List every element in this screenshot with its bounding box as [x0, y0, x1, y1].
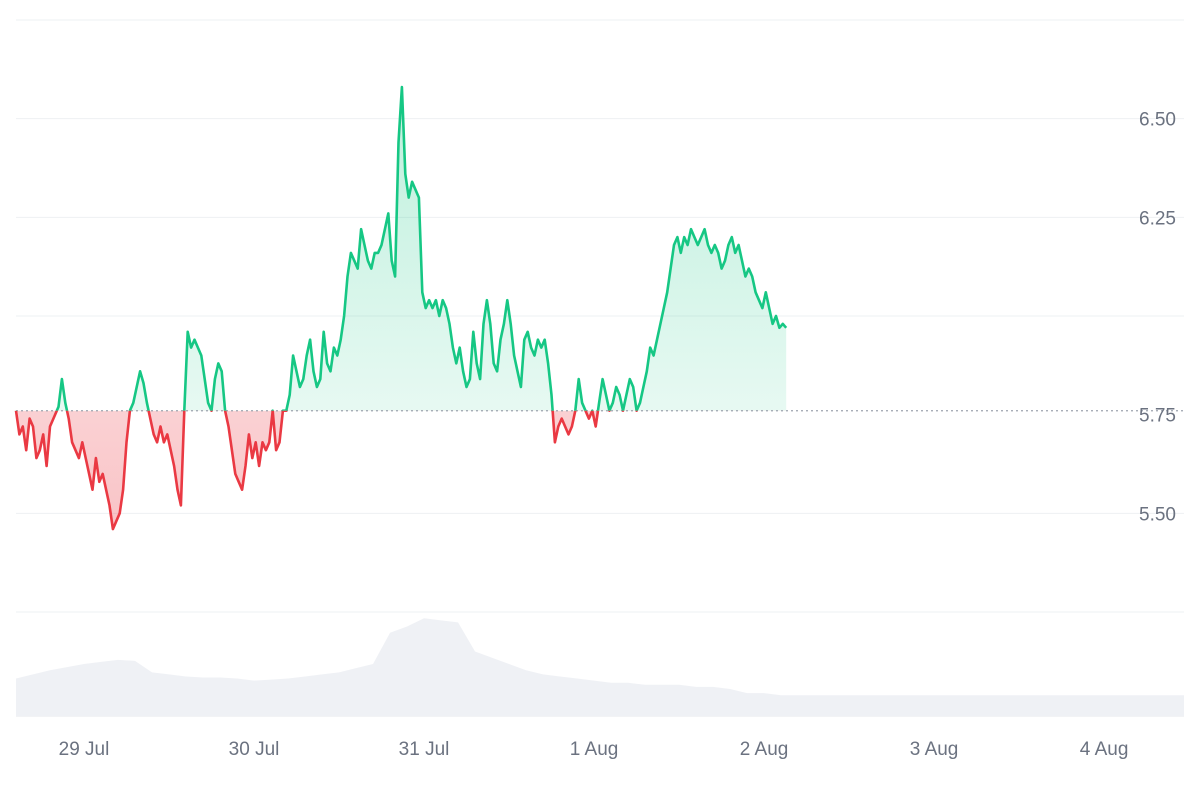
volume-area-shape: [16, 618, 1184, 716]
price-line-up: [15, 85, 788, 411]
y-tick-label: 5.75: [1139, 406, 1176, 427]
x-tick-label: 3 Aug: [910, 739, 959, 760]
y-tick-label: 6.25: [1139, 208, 1176, 229]
x-tick-label: 2 Aug: [740, 739, 789, 760]
y-tick-label: 6.50: [1139, 110, 1176, 131]
y-tick-label: 5.50: [1139, 504, 1176, 525]
price-line: [14, 85, 788, 531]
x-tick-label: 31 Jul: [399, 739, 450, 760]
price-fill-down: [16, 410, 598, 530]
x-tick-label: 4 Aug: [1080, 739, 1129, 760]
x-tick-label: 30 Jul: [229, 739, 280, 760]
x-axis-ticks: 29 Jul 30 Jul 31 Jul 1 Aug 2 Aug 3 Aug 4 Aug: [59, 739, 1129, 760]
volume-area: [16, 618, 1184, 716]
x-tick-label: 1 Aug: [570, 739, 619, 760]
y-axis-ticks: 6.50 6.25 5.75 5.50: [1139, 110, 1176, 526]
x-tick-label: 29 Jul: [59, 739, 110, 760]
price-fill-up: [16, 87, 787, 411]
price-fill: [16, 87, 787, 530]
